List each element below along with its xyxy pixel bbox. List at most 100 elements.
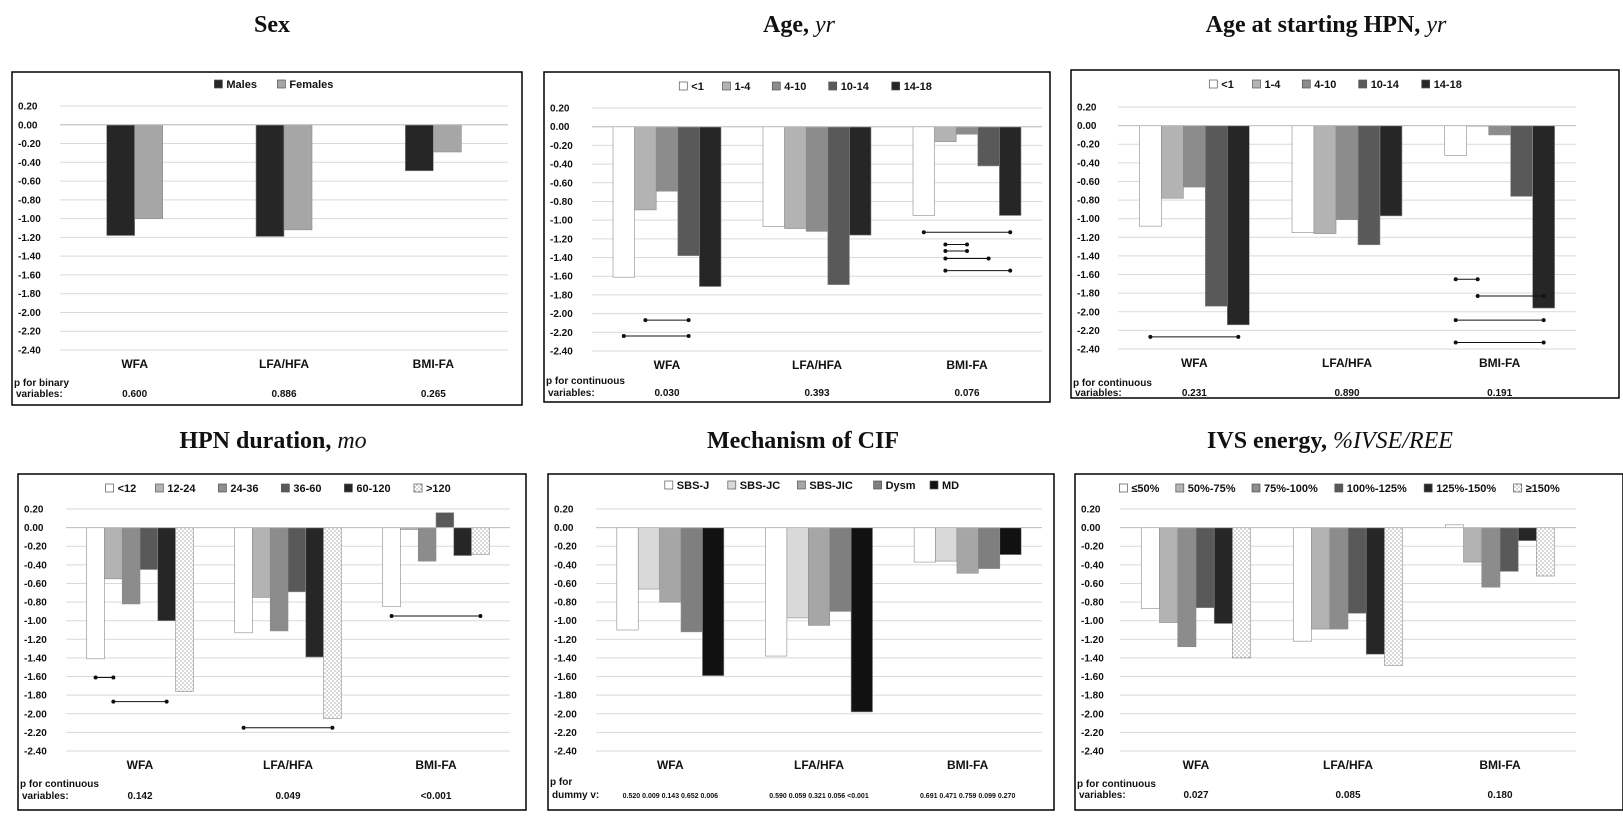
legend-label: 14-18 [904,81,932,93]
category-label: BMI-FA [947,758,989,772]
title-unit: %IVSE/REE [1333,428,1453,454]
bar [1329,527,1349,630]
legend-label: >120 [426,483,451,495]
legend-label: SBS-JIC [809,480,852,492]
bar [1536,527,1556,577]
bar [433,124,462,153]
legend-label: <1 [1221,79,1234,91]
chart-border [547,473,1055,811]
y-tick-label: -0.40 [24,560,47,571]
bar [1159,527,1179,623]
bracket-end [643,318,648,323]
category-label: WFA [657,758,684,772]
y-tick-label: -0.60 [24,579,47,590]
y-tick-label: -0.40 [1081,560,1104,571]
p-value: 0.049 [275,791,300,802]
legend-swatch [771,81,781,91]
legend-swatch [828,81,838,91]
bracket-end [965,242,969,247]
panel-title-age: Age, yr [544,12,1054,39]
legend-swatch [1423,483,1433,493]
legend-label: <1 [691,81,704,93]
bracket-end [943,268,948,273]
y-tick-label: -1.60 [18,270,41,281]
bar [1232,527,1252,659]
y-tick-label: -1.20 [1081,635,1104,646]
p-label-line2: variables: [1079,790,1126,801]
legend-swatch [281,483,290,493]
y-tick-label: 0.00 [554,523,574,534]
category-label: LFA/HFA [794,758,844,772]
legend-label: Dysm [886,480,916,492]
bar [1499,527,1519,572]
legend-swatch [214,79,223,89]
legend-swatch [891,81,901,91]
category-label: LFA/HFA [259,357,309,371]
bracket-end [686,334,691,339]
legend-swatch [1251,483,1261,493]
bar [1292,527,1312,642]
bracket-end [921,230,926,235]
panel-title-mechanism-cif: Mechanism of CIF [548,428,1058,455]
bracket-end [478,614,483,619]
category-label: BMI-FA [1479,758,1521,772]
bracket-end [1008,268,1013,273]
bracket-end [986,256,991,261]
y-tick-label: -2.40 [24,747,47,758]
title-main: IVS energy, [1207,428,1328,454]
legend-swatch [344,483,353,493]
y-tick-label: -2.40 [1081,747,1104,758]
y-tick-label: -2.40 [1077,345,1100,356]
bar [255,124,285,237]
y-tick-label: -1.80 [1077,289,1100,300]
p-value: 0.393 [804,388,829,399]
y-tick-label: -0.40 [554,560,577,571]
legend-swatch [413,483,423,493]
category-label: WFA [121,357,148,371]
y-tick-label: -1.40 [24,653,47,664]
title-unit: yr [814,12,835,38]
bar [1517,527,1537,541]
y-tick-label: -1.40 [18,252,41,263]
p-value: 0.180 [1487,790,1512,801]
bracket-end [111,675,116,680]
legend-swatch [1358,79,1368,89]
y-tick-label: -1.80 [550,290,573,301]
y-tick-label: 0.20 [1081,505,1101,516]
p-value: 0.265 [421,389,446,400]
y-tick-label: 0.20 [550,104,570,115]
y-tick-label: -1.40 [550,253,573,264]
legend-label: 36-60 [293,483,321,495]
y-tick-label: -2.00 [24,709,47,720]
category-label: BMI-FA [1479,356,1521,370]
p-value: 0.191 [1487,388,1512,399]
y-tick-label: 0.00 [1077,121,1097,132]
y-tick-label: -1.60 [554,672,577,683]
bar [1140,527,1160,609]
bracket-end [1453,318,1458,323]
bar [1384,527,1404,666]
category-label: WFA [654,358,681,372]
p-value: 0.085 [1335,790,1360,801]
legend-label: 75%-100% [1264,483,1318,495]
bracket-end [1453,277,1458,282]
y-tick-label: -1.80 [1081,691,1104,702]
y-tick-label: -2.20 [24,728,47,739]
legend-label: ≥150% [1526,483,1560,495]
bracket-end [1236,334,1241,339]
p-label-line1: p for continuous [1077,779,1156,790]
bracket-end [1453,340,1458,345]
chart-border [1070,69,1620,399]
y-tick-label: -0.20 [1081,542,1104,553]
legend-label: 10-14 [841,81,870,93]
bracket-end [1148,334,1153,339]
bar [405,124,434,172]
bracket-end [965,248,969,253]
p-label-line2: variables: [16,389,63,400]
bracket-end [111,699,116,704]
legend-swatch [1208,79,1218,89]
y-tick-label: -1.20 [1077,233,1100,244]
y-tick-label: 0.00 [1081,523,1101,534]
y-tick-label: -1.40 [1081,653,1104,664]
